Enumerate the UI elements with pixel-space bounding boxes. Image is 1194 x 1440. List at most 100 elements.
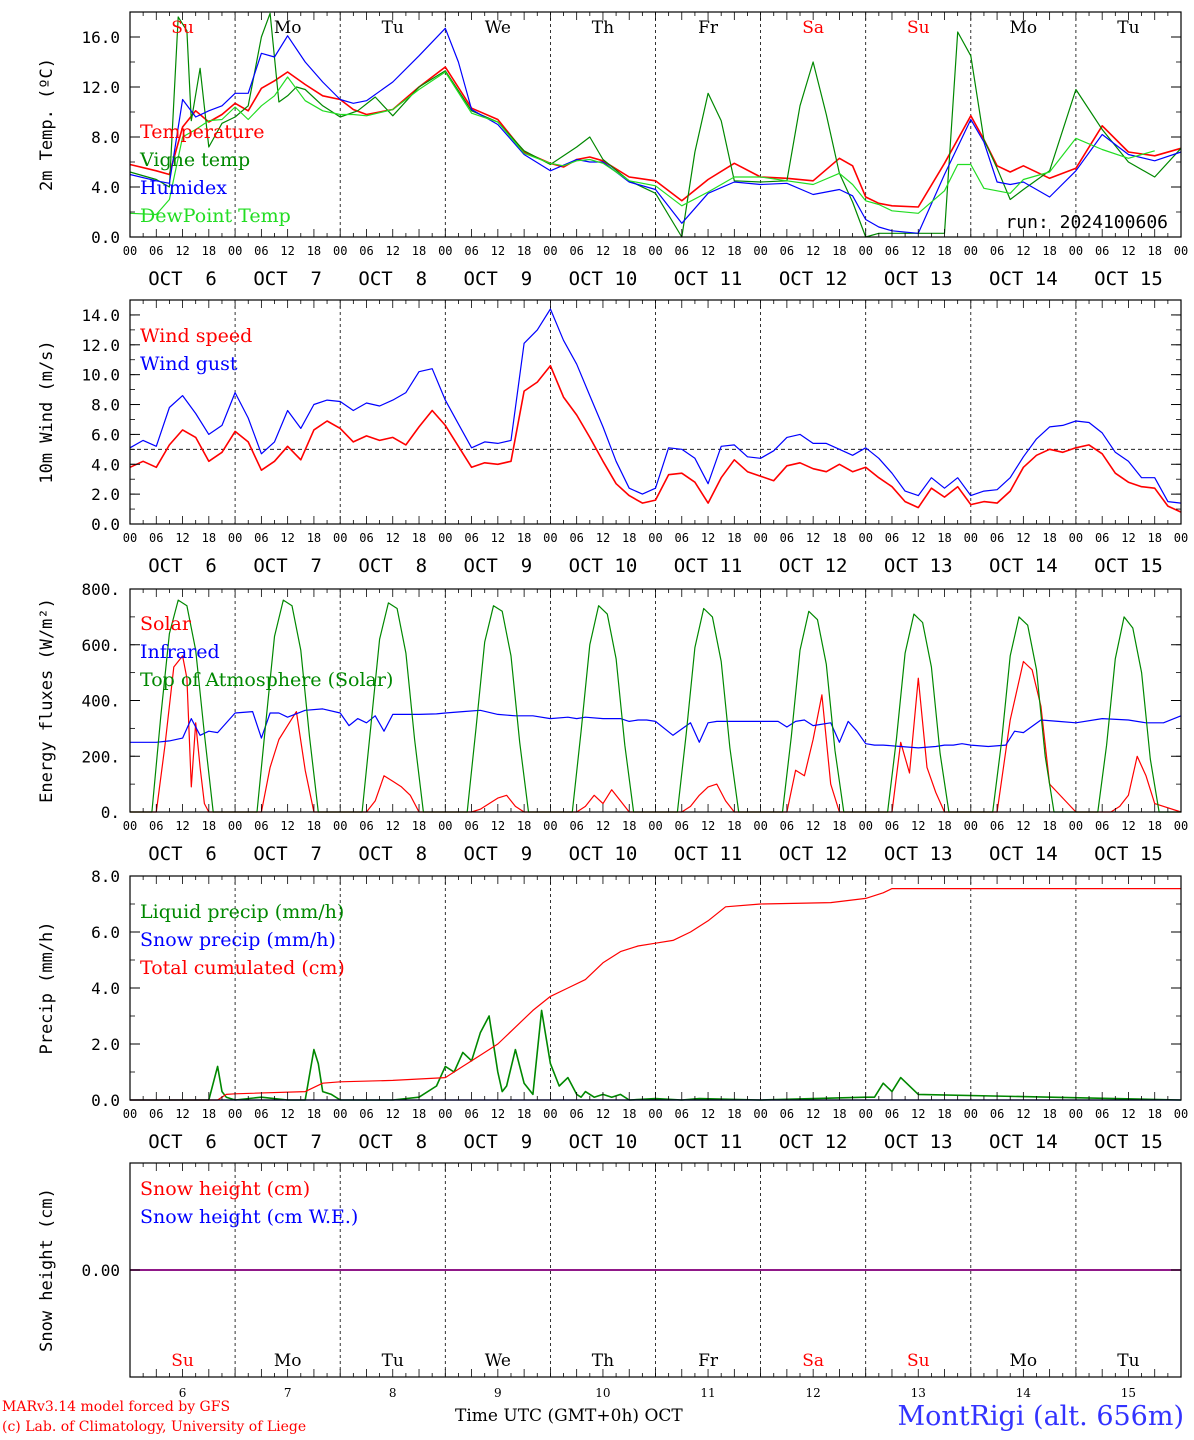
hour-label: 06 bbox=[569, 1107, 583, 1121]
day-label: OCT 7 bbox=[253, 1131, 322, 1153]
weekday-label: Th bbox=[592, 18, 614, 38]
hour-label: 06 bbox=[675, 819, 689, 833]
hour-label: 12 bbox=[1016, 1107, 1030, 1121]
hour-label: 00 bbox=[1174, 531, 1188, 545]
day-label: OCT 6 bbox=[148, 268, 217, 290]
hour-label: 06 bbox=[254, 531, 268, 545]
day-number-label: 6 bbox=[179, 1386, 187, 1400]
hour-label: 18 bbox=[307, 819, 321, 833]
y-tick-label: 0. bbox=[101, 803, 120, 822]
day-label: OCT 8 bbox=[358, 843, 427, 865]
hour-label: 06 bbox=[780, 531, 794, 545]
day-label: OCT 13 bbox=[884, 1131, 953, 1153]
hour-label: 00 bbox=[123, 244, 137, 258]
hour-label: 12 bbox=[911, 244, 925, 258]
legend-entry: Snow precip (mm/h) bbox=[140, 929, 336, 951]
hour-label: 06 bbox=[675, 1107, 689, 1121]
legend-entry: Top of Atmosphere (Solar) bbox=[140, 669, 393, 691]
hour-label: 06 bbox=[149, 819, 163, 833]
day-label: OCT 11 bbox=[674, 268, 743, 290]
hour-label: 18 bbox=[202, 531, 216, 545]
hour-label: 12 bbox=[386, 531, 400, 545]
series-line-energy-1 bbox=[130, 708, 1182, 749]
hour-label: 06 bbox=[464, 244, 478, 258]
hour-label: 12 bbox=[175, 819, 189, 833]
day-label: OCT 9 bbox=[464, 843, 533, 865]
y-axis-label: 2m Temp. (ºC) bbox=[37, 58, 57, 191]
y-tick-label: 0.00 bbox=[81, 1261, 120, 1280]
day-label: OCT 7 bbox=[253, 843, 322, 865]
hour-label: 06 bbox=[149, 1107, 163, 1121]
day-label: OCT 13 bbox=[884, 555, 953, 577]
hour-label: 06 bbox=[1095, 1107, 1109, 1121]
hour-label: 18 bbox=[832, 1107, 846, 1121]
hour-label: 18 bbox=[1042, 1107, 1056, 1121]
hour-label: 18 bbox=[622, 531, 636, 545]
hour-label: 12 bbox=[491, 819, 505, 833]
hour-label: 00 bbox=[648, 819, 662, 833]
hour-label: 12 bbox=[280, 819, 294, 833]
weekday-label: Sa bbox=[802, 18, 824, 38]
legend-entry: Vigne temp bbox=[139, 149, 250, 171]
hour-label: 00 bbox=[964, 531, 978, 545]
hour-label: 12 bbox=[386, 244, 400, 258]
hour-label: 12 bbox=[1016, 531, 1030, 545]
hour-label: 12 bbox=[1121, 819, 1135, 833]
hour-label: 06 bbox=[885, 244, 899, 258]
y-axis-label: Snow height (cm) bbox=[37, 1188, 57, 1352]
day-label: OCT 15 bbox=[1094, 268, 1163, 290]
hour-label: 00 bbox=[438, 244, 452, 258]
hour-label: 00 bbox=[543, 1107, 557, 1121]
hour-label: 18 bbox=[937, 1107, 951, 1121]
hour-label: 18 bbox=[517, 531, 531, 545]
hour-label: 18 bbox=[1147, 1107, 1161, 1121]
hour-label: 00 bbox=[648, 244, 662, 258]
hour-label: 00 bbox=[1174, 1107, 1188, 1121]
hour-label: 06 bbox=[675, 244, 689, 258]
legend-entry: DewPoint Temp bbox=[140, 205, 291, 227]
y-axis-label: 10m Wind (m/s) bbox=[37, 340, 57, 483]
hour-label: 18 bbox=[622, 819, 636, 833]
hour-label: 18 bbox=[202, 1107, 216, 1121]
hour-label: 12 bbox=[806, 531, 820, 545]
hour-label: 18 bbox=[412, 1107, 426, 1121]
day-number-label: 7 bbox=[284, 1386, 292, 1400]
hour-label: 00 bbox=[438, 531, 452, 545]
hour-label: 12 bbox=[701, 819, 715, 833]
weekday-label: Mo bbox=[1010, 18, 1038, 38]
day-label: OCT 8 bbox=[358, 1131, 427, 1153]
hour-label: 18 bbox=[727, 819, 741, 833]
y-tick-label: 14.0 bbox=[81, 306, 120, 325]
weekday-label: Fr bbox=[698, 18, 719, 38]
weekday-label: Su bbox=[907, 1351, 930, 1371]
hour-label: 18 bbox=[517, 244, 531, 258]
hour-label: 00 bbox=[858, 819, 872, 833]
hour-label: 18 bbox=[937, 244, 951, 258]
hour-label: 18 bbox=[1042, 531, 1056, 545]
hour-label: 06 bbox=[149, 531, 163, 545]
hour-label: 18 bbox=[832, 819, 846, 833]
day-number-label: 9 bbox=[494, 1386, 502, 1400]
hour-label: 06 bbox=[149, 244, 163, 258]
day-label: OCT 12 bbox=[779, 268, 848, 290]
y-tick-label: 12.0 bbox=[81, 336, 120, 355]
hour-label: 12 bbox=[911, 1107, 925, 1121]
hour-label: 06 bbox=[254, 244, 268, 258]
weekday-label: Su bbox=[171, 1351, 194, 1371]
hour-label: 06 bbox=[359, 1107, 373, 1121]
series-line-precip-2 bbox=[130, 887, 1181, 1101]
y-tick-label: 12.0 bbox=[81, 78, 120, 97]
hour-label: 00 bbox=[123, 819, 137, 833]
hour-label: 12 bbox=[1121, 244, 1135, 258]
hour-label: 00 bbox=[438, 819, 452, 833]
y-tick-label: 8.0 bbox=[91, 128, 120, 147]
day-label: OCT 14 bbox=[989, 555, 1058, 577]
hour-label: 18 bbox=[1147, 531, 1161, 545]
hour-label: 00 bbox=[333, 531, 347, 545]
y-tick-label: 16.0 bbox=[81, 28, 120, 47]
weekday-label: Tu bbox=[1117, 18, 1139, 38]
hour-label: 00 bbox=[1069, 1107, 1083, 1121]
hour-label: 12 bbox=[911, 531, 925, 545]
hour-label: 18 bbox=[412, 819, 426, 833]
hour-label: 06 bbox=[990, 1107, 1004, 1121]
